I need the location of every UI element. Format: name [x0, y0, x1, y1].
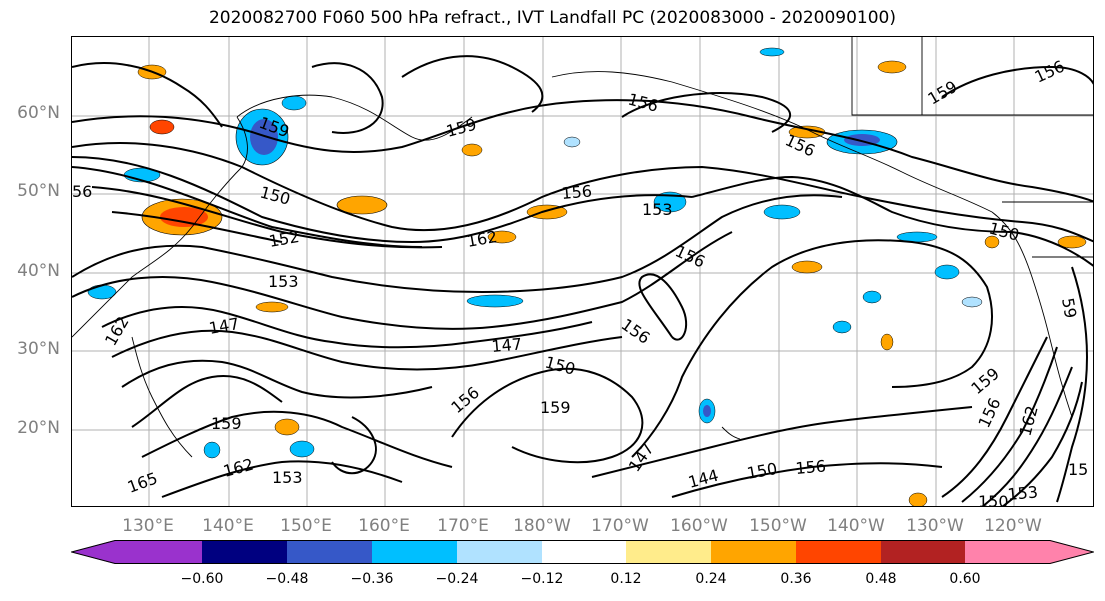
lon-label-180w: 180°W	[513, 516, 571, 536]
lon-label-150w: 150°W	[749, 516, 807, 536]
colorbar-tick-label: 0.36	[780, 571, 812, 587]
lat-label-60n: 60°N	[17, 103, 60, 123]
colorbar-tick-label: 0.48	[865, 571, 897, 587]
colorbar-svg	[69, 540, 1096, 564]
contour-label: 153	[642, 200, 673, 219]
contour-label: 156	[1032, 56, 1068, 86]
contour-label: 150	[258, 183, 292, 209]
height-contours	[72, 55, 1093, 506]
negative-anomaly-patches	[87, 47, 983, 459]
contour-label: 165	[125, 468, 160, 496]
contour-label: 159	[967, 364, 1003, 398]
colorbar-tick-label: −0.48	[265, 571, 309, 587]
colorbar-tick-label: 0.24	[695, 571, 727, 587]
contour-labels: 159 156 159 156 156 150 156 159 156 153 …	[72, 56, 1088, 507]
contour-label: 153	[268, 272, 299, 291]
map-title: 2020082700 F060 500 hPa refract., IVT La…	[208, 8, 896, 28]
colorbar-swatch-high-extend	[965, 540, 1094, 564]
contour-label: 153	[272, 468, 303, 487]
colorbar-swatch	[372, 540, 457, 564]
colorbar-swatch	[457, 540, 542, 564]
colorbar-swatch-low-extend	[71, 540, 202, 564]
colorbar-swatch	[542, 540, 626, 564]
lon-label-130w: 130°W	[906, 516, 964, 536]
contour-label: 15	[1068, 460, 1088, 479]
contour-label: 159	[211, 414, 242, 433]
contour-label: 159	[444, 115, 478, 141]
colorbar-swatch	[626, 540, 711, 564]
contour-label: 147	[491, 334, 523, 356]
lat-label-50n: 50°N	[17, 181, 60, 201]
colorbar-swatch	[881, 540, 965, 564]
contour-label: 150	[543, 353, 577, 379]
colorbar-tick-label: −0.36	[350, 571, 394, 587]
lon-label-140e: 140°E	[202, 516, 254, 536]
contour-label: 156	[618, 315, 654, 348]
contour-label: 152	[267, 227, 300, 251]
contour-label: 162	[465, 227, 498, 251]
colorbar-tick-label: 0.12	[610, 571, 642, 587]
map-svg: 159 156 159 156 156 150 156 159 156 153 …	[72, 37, 1093, 507]
colorbar-swatch	[287, 540, 372, 564]
colorbar-swatch	[202, 540, 287, 564]
positive-anomaly-patches	[137, 60, 1087, 506]
contour-label: 159	[540, 398, 571, 417]
contour-label: 156	[447, 383, 483, 417]
lat-label-40n: 40°N	[17, 261, 60, 281]
contour-label: 162	[1016, 404, 1042, 438]
contour-label: 56	[72, 182, 92, 201]
contour-label: 150	[745, 459, 778, 483]
contour-label: 162	[101, 313, 133, 349]
colorbar	[69, 540, 1096, 564]
colorbar-tick-label: −0.60	[180, 571, 224, 587]
colorbar-swatch	[711, 540, 796, 564]
contour-label: 150	[978, 492, 1009, 507]
contour-label: 59	[1058, 296, 1080, 319]
contour-label: 153	[1007, 482, 1039, 504]
colorbar-tick-label: −0.12	[520, 571, 564, 587]
lon-label-170w: 170°W	[591, 516, 649, 536]
contour-label: 144	[686, 466, 720, 492]
contour-label: 162	[221, 455, 255, 481]
contour-label: 147	[207, 314, 240, 338]
contour-label: 156	[561, 181, 593, 203]
contour-label: 147	[625, 439, 658, 475]
colorbar-tick-label: 0.60	[949, 571, 981, 587]
coastlines	[72, 37, 1093, 458]
lon-label-170e: 170°E	[437, 516, 489, 536]
lon-label-160e: 160°E	[358, 516, 410, 536]
lon-label-160w: 160°W	[670, 516, 728, 536]
contour-label: 159	[925, 77, 961, 109]
lon-label-140w: 140°W	[827, 516, 885, 536]
lon-label-120w: 120°W	[984, 516, 1042, 536]
colorbar-tick-label: −0.24	[435, 571, 479, 587]
colorbar-swatch	[796, 540, 881, 564]
contour-label: 156	[795, 456, 827, 478]
lat-label-20n: 20°N	[17, 418, 60, 438]
lon-label-150e: 150°E	[280, 516, 332, 536]
lon-label-130e: 130°E	[122, 516, 174, 536]
colorbar-outline	[69, 540, 1096, 564]
lat-label-30n: 30°N	[17, 339, 60, 359]
map-plot-area: 159 156 159 156 156 150 156 159 156 153 …	[71, 36, 1094, 507]
contour-label: 156	[974, 395, 1004, 431]
